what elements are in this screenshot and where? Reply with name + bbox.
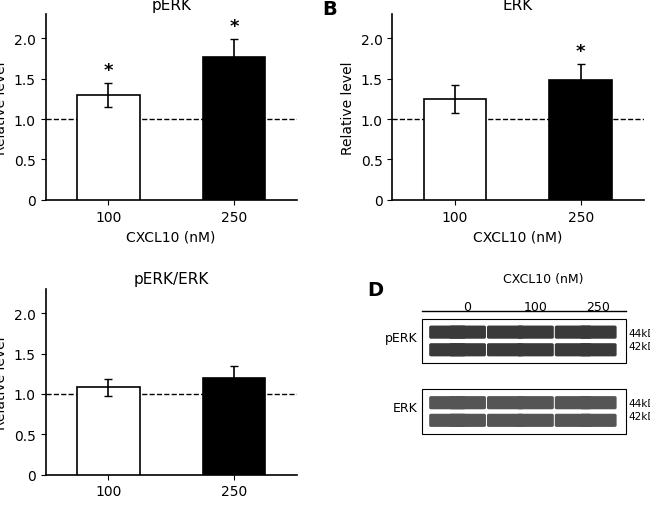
Text: 44kDa: 44kDa <box>629 328 650 338</box>
Y-axis label: Relative level: Relative level <box>0 335 8 429</box>
FancyBboxPatch shape <box>555 396 592 410</box>
X-axis label: CXCL10 (nM): CXCL10 (nM) <box>127 504 216 505</box>
Text: 42kDa: 42kDa <box>629 412 650 421</box>
Text: CXCL10 (nM): CXCL10 (nM) <box>502 273 583 286</box>
FancyBboxPatch shape <box>580 343 617 357</box>
Text: D: D <box>367 280 383 299</box>
FancyBboxPatch shape <box>555 414 592 427</box>
Text: pERK: pERK <box>385 331 417 344</box>
Text: B: B <box>322 1 337 19</box>
Text: 250: 250 <box>586 300 610 314</box>
Text: 42kDa: 42kDa <box>629 341 650 351</box>
FancyBboxPatch shape <box>555 326 592 339</box>
Text: *: * <box>229 18 239 36</box>
FancyBboxPatch shape <box>517 396 554 410</box>
FancyBboxPatch shape <box>517 343 554 357</box>
Y-axis label: Relative level: Relative level <box>341 61 355 155</box>
FancyBboxPatch shape <box>517 326 554 339</box>
Bar <box>203 378 265 475</box>
Text: ERK: ERK <box>393 401 417 415</box>
Text: 0: 0 <box>463 300 472 314</box>
FancyBboxPatch shape <box>429 326 466 339</box>
Bar <box>422 319 626 364</box>
FancyBboxPatch shape <box>487 326 524 339</box>
FancyBboxPatch shape <box>580 326 617 339</box>
X-axis label: CXCL10 (nM): CXCL10 (nM) <box>473 230 562 243</box>
FancyBboxPatch shape <box>580 396 617 410</box>
Text: 44kDa: 44kDa <box>629 398 650 409</box>
Bar <box>424 100 486 200</box>
FancyBboxPatch shape <box>429 343 466 357</box>
Bar <box>203 58 265 200</box>
FancyBboxPatch shape <box>580 414 617 427</box>
FancyBboxPatch shape <box>555 343 592 357</box>
Text: *: * <box>103 62 113 80</box>
Bar <box>549 81 612 200</box>
FancyBboxPatch shape <box>449 343 486 357</box>
FancyBboxPatch shape <box>487 396 524 410</box>
Bar <box>77 96 140 200</box>
FancyBboxPatch shape <box>429 396 466 410</box>
FancyBboxPatch shape <box>517 414 554 427</box>
Bar <box>77 388 140 475</box>
FancyBboxPatch shape <box>449 326 486 339</box>
FancyBboxPatch shape <box>487 343 524 357</box>
FancyBboxPatch shape <box>449 414 486 427</box>
Text: 100: 100 <box>523 300 547 314</box>
Y-axis label: Relative level: Relative level <box>0 61 8 155</box>
FancyBboxPatch shape <box>429 414 466 427</box>
Title: pERK/ERK: pERK/ERK <box>133 272 209 287</box>
Text: *: * <box>576 43 586 61</box>
X-axis label: CXCL10 (nM): CXCL10 (nM) <box>127 230 216 243</box>
Title: pERK: pERK <box>151 0 191 13</box>
Title: ERK: ERK <box>502 0 533 13</box>
FancyBboxPatch shape <box>449 396 486 410</box>
FancyBboxPatch shape <box>487 414 524 427</box>
Bar <box>422 389 626 434</box>
